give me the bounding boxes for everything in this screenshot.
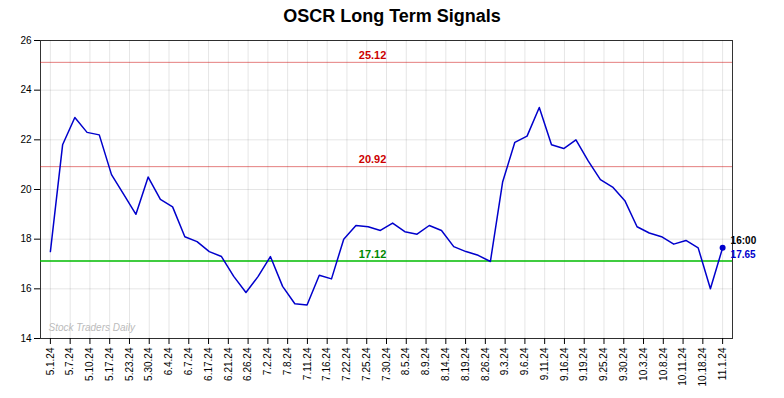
svg-text:10.18.24: 10.18.24 — [697, 347, 708, 386]
svg-text:9.25.24: 9.25.24 — [598, 347, 609, 381]
svg-text:8.26.24: 8.26.24 — [480, 347, 491, 381]
svg-text:10.3.24: 10.3.24 — [638, 347, 649, 381]
svg-text:Stock Traders Daily: Stock Traders Daily — [49, 322, 137, 333]
svg-text:5.10.24: 5.10.24 — [84, 347, 95, 381]
svg-text:16: 16 — [20, 283, 32, 294]
svg-text:6.17.24: 6.17.24 — [203, 347, 214, 381]
svg-text:5.23.24: 5.23.24 — [124, 347, 135, 381]
svg-text:9.30.24: 9.30.24 — [618, 347, 629, 381]
svg-text:5.7.24: 5.7.24 — [64, 347, 75, 375]
svg-text:14: 14 — [20, 333, 32, 344]
svg-text:8.5.24: 8.5.24 — [400, 347, 411, 375]
svg-text:10.8.24: 10.8.24 — [658, 347, 669, 381]
svg-text:9.6.24: 9.6.24 — [519, 347, 530, 375]
svg-text:20.92: 20.92 — [359, 153, 387, 165]
svg-text:6.21.24: 6.21.24 — [223, 347, 234, 381]
svg-text:22: 22 — [20, 134, 32, 145]
svg-text:9.3.24: 9.3.24 — [499, 347, 510, 375]
svg-text:25.12: 25.12 — [359, 49, 387, 61]
svg-text:7.11.24: 7.11.24 — [302, 347, 313, 380]
svg-text:10.11.24: 10.11.24 — [677, 347, 688, 386]
svg-text:17.12: 17.12 — [359, 248, 387, 260]
svg-text:9.16.24: 9.16.24 — [559, 347, 570, 381]
svg-text:7.25.24: 7.25.24 — [361, 347, 372, 381]
svg-text:20: 20 — [20, 184, 32, 195]
svg-text:8.9.24: 8.9.24 — [420, 347, 431, 375]
svg-text:9.19.24: 9.19.24 — [578, 347, 589, 381]
svg-text:6.7.24: 6.7.24 — [183, 347, 194, 375]
svg-text:7.8.24: 7.8.24 — [282, 347, 293, 375]
svg-text:7.16.24: 7.16.24 — [321, 347, 332, 381]
svg-text:8.14.24: 8.14.24 — [440, 347, 451, 381]
svg-text:17.65: 17.65 — [731, 249, 756, 260]
svg-text:6.26.24: 6.26.24 — [242, 347, 253, 381]
svg-text:7.22.24: 7.22.24 — [341, 347, 352, 381]
svg-text:7.30.24: 7.30.24 — [381, 347, 392, 381]
svg-text:26: 26 — [20, 35, 32, 46]
html-text:OSCR Long Term Signals: OSCR Long Term Signals — [283, 6, 501, 26]
svg-text:5.30.24: 5.30.24 — [143, 347, 154, 381]
svg-text:8.19.24: 8.19.24 — [460, 347, 471, 381]
svg-text:24: 24 — [20, 84, 32, 95]
svg-text:11.1.24: 11.1.24 — [717, 347, 728, 380]
svg-text:5.1.24: 5.1.24 — [45, 347, 56, 375]
svg-text:5.17.24: 5.17.24 — [104, 347, 115, 381]
svg-text:18: 18 — [20, 233, 32, 244]
svg-text:9.11.24: 9.11.24 — [539, 347, 550, 380]
svg-text:7.2.24: 7.2.24 — [262, 347, 273, 375]
svg-text:16:00: 16:00 — [731, 235, 757, 246]
svg-text:6.4.24: 6.4.24 — [163, 347, 174, 375]
